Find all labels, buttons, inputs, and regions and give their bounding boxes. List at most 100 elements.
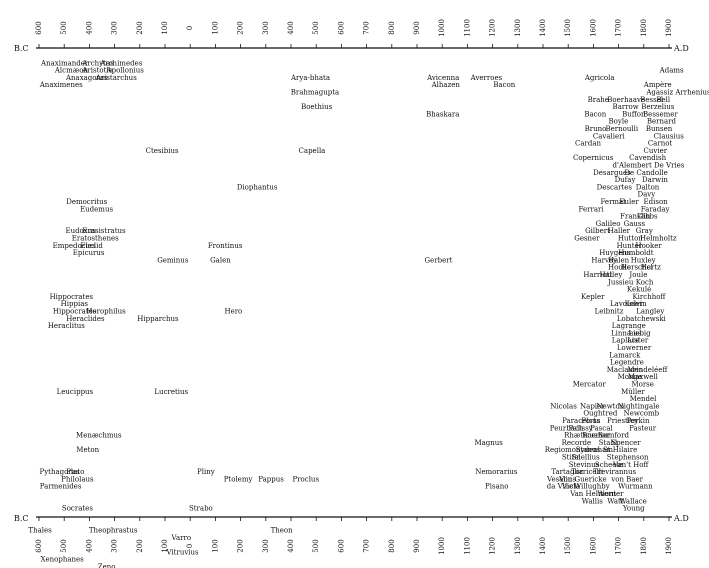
scientist-name: Averroes [470, 74, 503, 82]
scientist-name: Herschel [621, 264, 654, 272]
scientist-name: Regiomontanus [545, 446, 601, 454]
scientist-name: Linnæus [611, 329, 642, 337]
scientist-name: Empedocles [53, 242, 96, 250]
top-tick-label: 1400 [539, 19, 547, 37]
scientist-name: Menæchmus [76, 432, 122, 440]
top-tick-label: 1000 [438, 19, 446, 37]
scientist-name: Huxley [631, 256, 656, 264]
scientist-name: Kirchhoff [632, 293, 666, 301]
scientist-name: Wallace [619, 497, 646, 505]
top-tick-label: 1300 [514, 19, 522, 37]
scientist-name: Strabo [189, 505, 213, 513]
scientist-name: Edison [644, 198, 669, 206]
scientist-name: Humboldt [618, 249, 654, 257]
scientist-name: Faraday [641, 205, 670, 213]
scientist-name: Bernard [647, 118, 677, 126]
scientist-names: AnaximanderArchytasArchimedesAlcmæonAris… [28, 59, 709, 568]
scientist-name: Paracelsus [562, 417, 600, 425]
scientist-name: Lagrange [612, 322, 646, 330]
scientist-name: Gesner [574, 235, 600, 243]
scientist-name: Galen [210, 256, 231, 264]
bottom-tick-label: 1300 [514, 537, 522, 555]
scientist-name: Archimedes [99, 59, 142, 67]
top-tick-label: 1900 [665, 19, 673, 37]
scientist-name: Boethius [301, 103, 333, 111]
scientist-name: da Vinci [547, 483, 576, 491]
scientist-name: Helmholtz [640, 235, 677, 243]
scientist-name: Bernoulli [605, 125, 638, 133]
top-tick-label: 100 [161, 21, 169, 34]
top-tick-label: 100 [211, 21, 219, 34]
scientist-name: Haller [608, 227, 631, 235]
top-tick-label: 600 [35, 21, 43, 34]
scientist-name: Porta [581, 417, 600, 425]
scientist-name: Thales [28, 527, 52, 535]
scientist-name: Lamarck [609, 351, 641, 359]
scientist-name: Brahmagupta [291, 89, 339, 97]
top-tick-label: 200 [136, 21, 144, 34]
scientist-name: Boerhaave [607, 96, 645, 104]
scientist-name: Laplace [612, 337, 640, 345]
scientist-name: Liebig [628, 329, 651, 337]
scientist-name: Geminus [157, 256, 189, 264]
scientist-name: Stahl [599, 439, 618, 447]
era-label-top-left: B.C [14, 44, 29, 53]
scientist-name: Apollonius [106, 67, 145, 75]
bottom-tick-label: 1600 [589, 537, 597, 555]
scientist-name: Gilbert [585, 227, 610, 235]
bottom-tick-label: 1000 [438, 537, 446, 555]
bottom-tick-label: 1100 [463, 537, 471, 555]
scientist-name: Gerbert [425, 256, 453, 264]
scientist-name: Hippocrates [53, 308, 97, 316]
scientist-name: Stephenson [607, 454, 649, 462]
scientist-name: Spencer [611, 439, 641, 447]
scientist-name: Euclid [80, 242, 103, 250]
scientist-name: Lucretius [154, 388, 188, 396]
scientist-name: Newcomb [624, 410, 660, 418]
scientist-name: Perkin [627, 417, 650, 425]
era-label-bottom-right: A.D [673, 514, 689, 523]
top-tick-label: 1100 [463, 19, 471, 37]
bottom-tick-label: 100 [211, 539, 219, 552]
scientist-name: Eudemus [80, 205, 113, 213]
scientist-name: Vieta [561, 483, 580, 491]
scientist-name: Varro [171, 534, 192, 542]
scientist-name: Fermat [600, 198, 626, 206]
scientist-name: Werner [597, 490, 624, 498]
scientist-name: Ctesibius [146, 147, 179, 155]
scientist-name: Avicenna [426, 74, 459, 82]
scientist-name: Xenophanes [41, 556, 85, 564]
scientist-name: Scheele [595, 461, 623, 469]
scientist-name: Bacon [584, 110, 606, 118]
scientist-name: Nicolas [550, 402, 577, 410]
scientist-name: Wurmann [618, 483, 653, 491]
scientist-name: Darwin [642, 176, 668, 184]
scientist-name: Monge [618, 373, 643, 381]
top-tick-label: 600 [337, 21, 345, 34]
scientist-name: Meton [76, 446, 99, 454]
bottom-tick-label: 800 [388, 539, 396, 552]
top-tick-label: 300 [262, 21, 270, 34]
era-label-bottom-left: B.C [14, 514, 29, 523]
scientist-name: Von Guericke [558, 475, 607, 483]
scientist-name: Boyle [609, 118, 629, 126]
scientist-name: Wallis [582, 497, 603, 505]
scientist-name: Aristarchus [95, 74, 138, 82]
top-tick-label: 500 [312, 21, 320, 34]
scientist-name: Vesalius [546, 475, 576, 483]
scientist-name: Cardan [575, 140, 602, 148]
scientist-name: Alhazen [431, 81, 461, 89]
scientist-name: Adams [659, 67, 684, 75]
top-tick-label: 900 [413, 21, 421, 34]
axis-ticks: 6006005005004004003003002002001001000010… [35, 19, 673, 555]
scientist-name: De Candolle [624, 169, 667, 177]
scientist-name: Brahe [588, 96, 609, 104]
top-tick-label: 400 [85, 21, 93, 34]
scientist-name: Bruno [585, 125, 607, 133]
scientist-name: Hippocrates [50, 293, 94, 301]
scientist-name: Gauss [624, 220, 646, 228]
top-tick-label: 300 [111, 21, 119, 34]
scientist-name: Democritus [66, 198, 107, 206]
scientist-name: Theophrastus [89, 527, 138, 535]
scientist-name: Hutton [618, 235, 643, 243]
